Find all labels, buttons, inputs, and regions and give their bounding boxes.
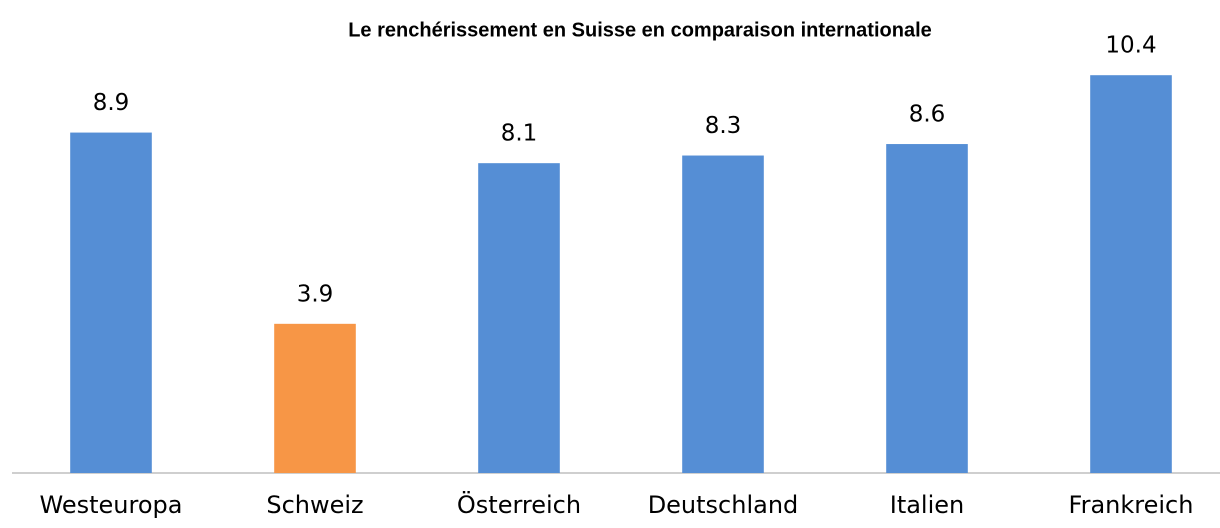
value-label: 8.6 (909, 102, 946, 128)
bar (886, 144, 968, 474)
x-tick-label: Österreich (457, 490, 581, 519)
bar (274, 323, 356, 473)
bar (70, 132, 152, 473)
x-tick-label: Deutschland (648, 491, 799, 519)
bar (682, 155, 764, 473)
x-tick-label: Frankreich (1069, 491, 1194, 519)
x-tick-label: Italien (890, 491, 965, 519)
value-label: 10.4 (1105, 33, 1156, 59)
bar (1090, 75, 1172, 473)
value-label: 8.1 (501, 121, 538, 147)
value-label: 3.9 (297, 281, 334, 307)
bar (478, 163, 560, 474)
chart-title: Le renchérissement en Suisse en comparai… (348, 19, 932, 41)
x-tick-label: Schweiz (266, 491, 363, 519)
x-tick-label: Westeuropa (40, 491, 183, 519)
value-label: 8.9 (93, 90, 130, 116)
value-label: 8.3 (705, 113, 742, 139)
